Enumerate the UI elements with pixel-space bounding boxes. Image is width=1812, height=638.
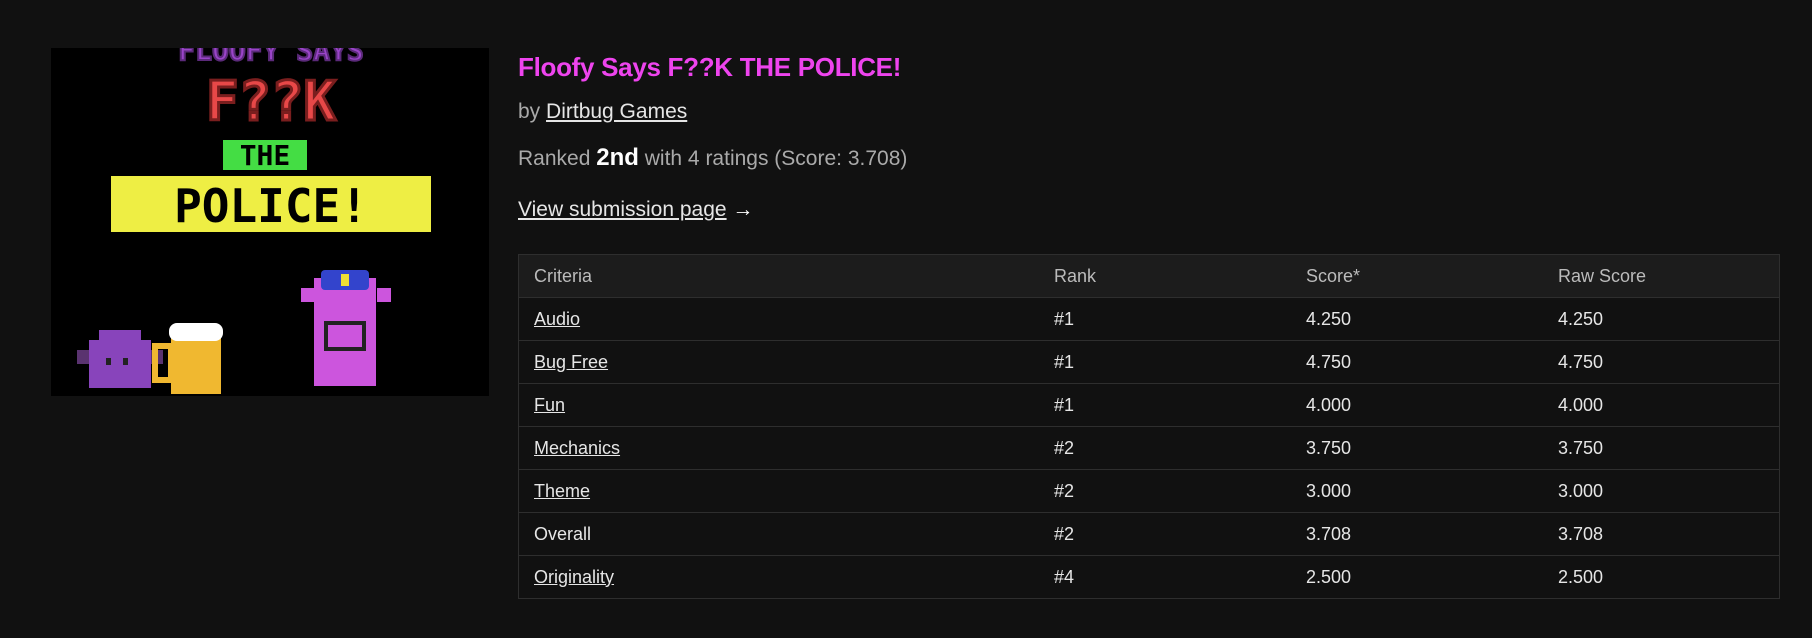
raw-score-cell: 4.250 <box>1543 297 1780 341</box>
author-link[interactable]: Dirtbug Games <box>546 100 688 123</box>
ranked-suffix: with 4 ratings (Score: 3.708) <box>644 147 908 170</box>
view-submission-link[interactable]: View submission page <box>518 198 727 221</box>
table-body: Audio #1 4.250 4.250 Bug Free #1 4.750 4.750 Fun… <box>518 297 1780 599</box>
police-pig <box>301 270 391 386</box>
criteria-cell: Overall <box>518 512 1039 556</box>
criteria-cell: Fun <box>518 383 1039 427</box>
by-prefix: by <box>518 100 541 123</box>
criteria-table: Criteria Rank Score* Raw Score Audio #1 4.… <box>518 254 1780 599</box>
table-row: Mechanics #2 3.750 3.750 <box>518 426 1780 470</box>
table-row: Originality #4 2.500 2.500 <box>518 555 1780 599</box>
score-cell: 3.750 <box>1291 426 1543 470</box>
score-cell: 3.000 <box>1291 469 1543 513</box>
raw-score-cell: 2.500 <box>1543 555 1780 599</box>
criteria-link[interactable]: Originality <box>534 566 615 587</box>
criteria-cell: Audio <box>518 297 1039 341</box>
criteria-link[interactable]: Fun <box>534 394 566 415</box>
view-submission: View submission page → <box>518 198 753 222</box>
table-row: Overall #2 3.708 3.708 <box>518 512 1780 556</box>
rank-cell: #1 <box>1039 340 1291 384</box>
cover-art: FLOOFY SAYS F??K THE POLICE! <box>51 48 489 396</box>
author-line: by Dirtbug Games <box>518 100 687 124</box>
criteria-cell: Originality <box>518 555 1039 599</box>
score-cell: 2.500 <box>1291 555 1543 599</box>
rank-value: 2nd <box>596 144 639 171</box>
table-row: Audio #1 4.250 4.250 <box>518 297 1780 341</box>
header-rank: Rank <box>1039 254 1291 298</box>
criteria-cell: Bug Free <box>518 340 1039 384</box>
arrow-right-icon: → <box>732 198 754 221</box>
cover-lettering-the: THE <box>240 139 291 172</box>
cover-lettering-fk: F??K <box>206 70 337 133</box>
header-criteria: Criteria <box>518 254 1039 298</box>
criteria-cell: Theme <box>518 469 1039 513</box>
game-cover-image[interactable]: FLOOFY SAYS F??K THE POLICE! <box>51 48 489 396</box>
table-row: Bug Free #1 4.750 4.750 <box>518 340 1780 384</box>
criteria-link[interactable]: Mechanics <box>534 437 621 458</box>
header-score: Score* <box>1291 254 1543 298</box>
rank-cell: #2 <box>1039 469 1291 513</box>
cover-lettering-police: POLICE! <box>174 179 368 233</box>
purple-creature <box>77 330 163 388</box>
ranked-prefix: Ranked <box>518 147 591 170</box>
header-raw-score: Raw Score <box>1543 254 1780 298</box>
criteria-link[interactable]: Audio <box>534 308 581 329</box>
rank-cell: #1 <box>1039 297 1291 341</box>
ranking-summary: Ranked 2nd with 4 ratings (Score: 3.708) <box>518 144 907 172</box>
criteria-cell: Mechanics <box>518 426 1039 470</box>
raw-score-cell: 4.750 <box>1543 340 1780 384</box>
cover-lettering-floofy-says: FLOOFY SAYS <box>178 48 363 67</box>
rank-cell: #2 <box>1039 426 1291 470</box>
rank-cell: #1 <box>1039 383 1291 427</box>
score-cell: 3.708 <box>1291 512 1543 556</box>
raw-score-cell: 3.708 <box>1543 512 1780 556</box>
rank-cell: #4 <box>1039 555 1291 599</box>
beer-mug <box>152 323 223 394</box>
game-title: Floofy Says F??K THE POLICE! <box>518 52 902 82</box>
raw-score-cell: 3.000 <box>1543 469 1780 513</box>
raw-score-cell: 3.750 <box>1543 426 1780 470</box>
raw-score-cell: 4.000 <box>1543 383 1780 427</box>
table-row: Fun #1 4.000 4.000 <box>518 383 1780 427</box>
score-cell: 4.000 <box>1291 383 1543 427</box>
table-row: Theme #2 3.000 3.000 <box>518 469 1780 513</box>
score-cell: 4.750 <box>1291 340 1543 384</box>
criteria-link[interactable]: Bug Free <box>534 351 609 372</box>
table-header-row: Criteria Rank Score* Raw Score <box>518 254 1780 298</box>
criteria-label: Overall <box>534 523 592 544</box>
score-cell: 4.250 <box>1291 297 1543 341</box>
rank-cell: #2 <box>1039 512 1291 556</box>
criteria-link[interactable]: Theme <box>534 480 591 501</box>
